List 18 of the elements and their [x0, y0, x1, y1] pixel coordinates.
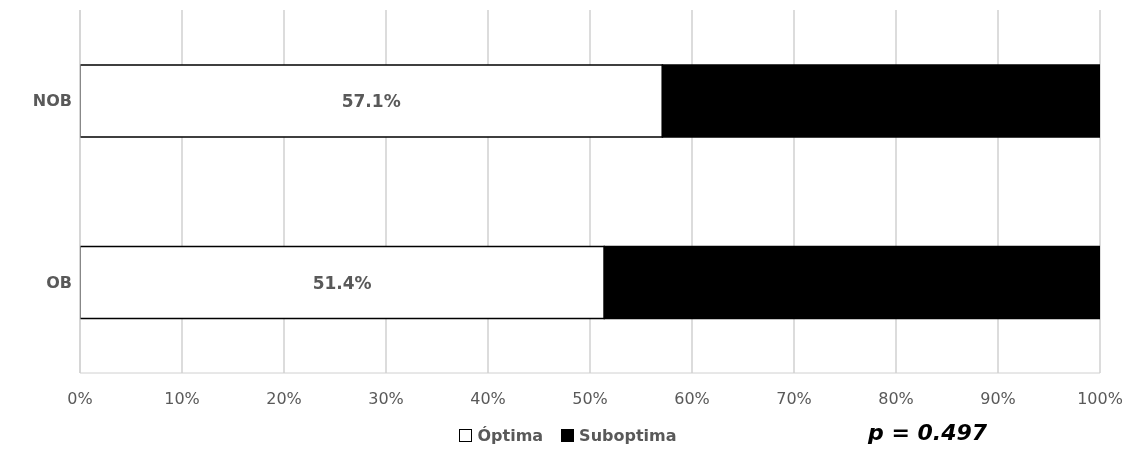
x-tick-label: 50% [572, 389, 608, 409]
text: p = 0.497 [868, 420, 988, 445]
x-tick-label: 20% [266, 389, 302, 409]
x-tick-label: 0% [67, 389, 93, 409]
legend-label: Suboptima [579, 426, 677, 445]
x-tick-label: 40% [470, 389, 506, 409]
x-tick-label: 10% [164, 389, 200, 409]
y-tick-label: OB [46, 272, 72, 292]
x-tick-label: 60% [674, 389, 710, 409]
x-tick-label: 90% [980, 389, 1016, 409]
y-tick-label: NOB [32, 91, 72, 111]
data-label: 57.1% [341, 91, 401, 111]
legend-label: Óptima [477, 426, 544, 445]
x-tick-label: 80% [878, 389, 914, 409]
data-label: 51.4% [312, 272, 372, 293]
x-tick-label: 30% [368, 389, 404, 409]
x-tick-label: 70% [776, 389, 812, 409]
x-tick-label: 100% [1077, 389, 1123, 409]
